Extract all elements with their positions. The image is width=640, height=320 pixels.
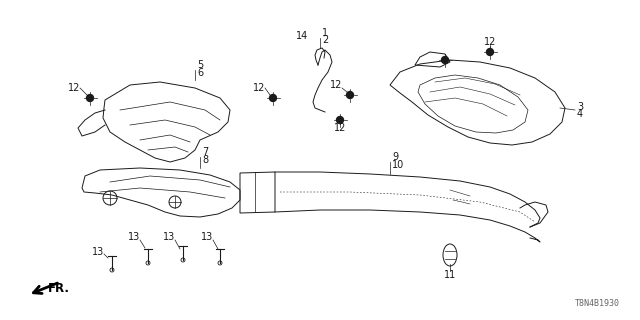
Text: T8N4B1930: T8N4B1930 [575,299,620,308]
Text: 10: 10 [392,160,404,170]
Circle shape [337,116,344,124]
Text: 6: 6 [197,68,203,78]
Text: 13: 13 [128,232,140,242]
Text: 9: 9 [392,152,398,162]
Circle shape [442,57,449,63]
Text: 2: 2 [322,35,328,45]
Text: 3: 3 [577,102,583,112]
Circle shape [269,94,276,101]
Text: 12: 12 [484,37,496,47]
Text: 12: 12 [330,80,342,90]
Text: 14: 14 [296,31,308,41]
Text: 1: 1 [322,28,328,38]
Circle shape [346,92,353,99]
Circle shape [486,49,493,55]
Text: 12: 12 [334,123,346,133]
Text: 5: 5 [197,60,204,70]
Text: FR.: FR. [48,282,70,295]
Text: 4: 4 [577,109,583,119]
Text: 11: 11 [444,270,456,280]
Text: 13: 13 [163,232,175,242]
Text: 13: 13 [92,247,104,257]
Text: 12: 12 [68,83,80,93]
Text: 12: 12 [253,83,265,93]
Text: 7: 7 [202,147,208,157]
Circle shape [86,94,93,101]
Text: 13: 13 [201,232,213,242]
Text: 8: 8 [202,155,208,165]
